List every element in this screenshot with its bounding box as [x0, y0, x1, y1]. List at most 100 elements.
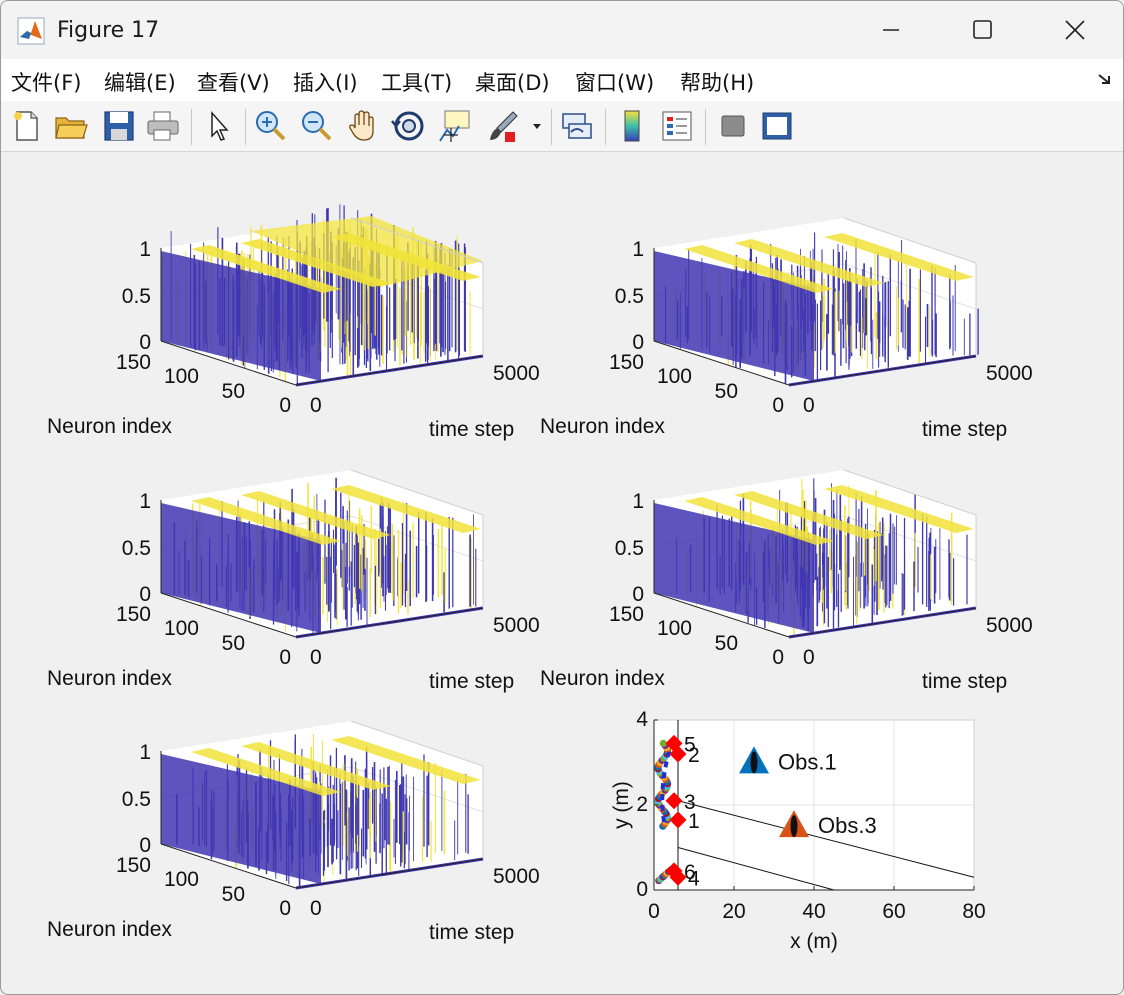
bar3-plot: [160, 720, 484, 890]
figure-canvas[interactable]: 1 2 3 4 5 6 Obs.1 Obs.3: [1, 152, 1123, 994]
x-axis-line: [295, 858, 484, 889]
minimize-icon: [883, 29, 899, 31]
z-tick-label: 1: [632, 238, 644, 261]
menu-tools[interactable]: 工具(T): [381, 71, 453, 95]
pan-hand-icon[interactable]: [345, 108, 381, 144]
x-tick-label: 60: [882, 900, 906, 923]
link-plot-icon[interactable]: [559, 108, 595, 144]
yellow-stripe: [684, 245, 834, 293]
x-tick-label: 20: [722, 900, 746, 923]
yellow-stripe: [241, 742, 391, 790]
zoom-in-icon[interactable]: [253, 108, 289, 144]
y-tick-label: 100: [656, 365, 692, 388]
open-file-icon[interactable]: [53, 108, 89, 144]
z-tick-label: 0: [632, 583, 644, 606]
minimize-button[interactable]: [845, 1, 937, 59]
menu-insert[interactable]: 插入(I): [293, 71, 358, 95]
trail-point: [659, 739, 667, 747]
close-button[interactable]: [1029, 1, 1121, 59]
print-icon[interactable]: [145, 108, 181, 144]
data-cursor-icon[interactable]: [437, 108, 473, 144]
y-tick-label: 50: [221, 380, 245, 403]
hide-plot-tools-icon[interactable]: [715, 108, 751, 144]
window-title: Figure 17: [57, 18, 160, 43]
menu-view[interactable]: 查看(V): [197, 71, 270, 95]
pointer-icon[interactable]: [201, 108, 237, 144]
yellow-stripe: [331, 736, 481, 784]
y-axis-line: [160, 340, 297, 386]
close-icon: [1065, 20, 1085, 40]
z-tick-label: 0.5: [121, 537, 151, 560]
y-tick-label: 0: [279, 394, 291, 417]
agent-label: 6: [684, 861, 696, 884]
x-axis-label: x (m): [790, 930, 838, 953]
brush-icon[interactable]: [485, 108, 521, 144]
y-tick-label: 2: [636, 793, 648, 816]
boundary-line: [677, 800, 975, 878]
x-tick-label: 5000: [986, 362, 1033, 385]
y-axis-label: Neuron index: [540, 667, 665, 690]
box-edge: [350, 720, 484, 859]
x-axis-line: [788, 355, 977, 386]
y-axis-line: [160, 592, 297, 638]
y-axis-line: [653, 592, 790, 638]
rotate-3d-icon[interactable]: [391, 108, 427, 144]
y-tick-label: 0: [279, 646, 291, 669]
new-figure-icon[interactable]: [9, 108, 45, 144]
y-axis-label: Neuron index: [47, 415, 172, 438]
yellow-stripe: [191, 497, 341, 545]
x-tick-label: 0: [803, 646, 815, 669]
menu-edit[interactable]: 编辑(E): [104, 71, 176, 95]
legend-icon[interactable]: [659, 108, 695, 144]
z-tick-label: 1: [139, 741, 151, 764]
agent-label: 2: [688, 744, 700, 767]
menu-desktop[interactable]: 桌面(D): [475, 71, 550, 95]
box-edge: [843, 217, 977, 356]
z-tick-label: 0: [139, 834, 151, 857]
brush-dropdown-icon[interactable]: [529, 108, 545, 144]
y-tick-label: 0: [279, 897, 291, 920]
toolbar-separator: [191, 109, 192, 145]
x-axis-label: time step: [922, 418, 1008, 441]
z-tick-label: 1: [139, 490, 151, 513]
y-axis-label: y (m): [609, 781, 633, 829]
x-tick-label: 0: [310, 394, 322, 417]
path-dashed: [660, 751, 672, 823]
y-tick-label: 150: [115, 603, 151, 626]
yellow-stripe: [191, 245, 341, 293]
z-tick-label: 0: [632, 331, 644, 354]
yellow-stripe: [331, 485, 481, 533]
bar-mass: [161, 477, 484, 639]
y-tick-label: 100: [656, 617, 692, 640]
save-icon[interactable]: [101, 108, 137, 144]
boundary-line: [677, 847, 835, 891]
x-axis-label: time step: [429, 418, 515, 441]
bar-front-block: [654, 503, 814, 633]
y-tick-label: 50: [221, 632, 245, 655]
menu-file[interactable]: 文件(F): [11, 71, 82, 95]
bar-front-block: [161, 251, 321, 381]
x-tick-label: 5000: [986, 614, 1033, 637]
grid-line: [843, 515, 977, 562]
bar3-plot: [160, 469, 484, 639]
menu-window[interactable]: 窗口(W): [575, 71, 655, 95]
colorbar-icon[interactable]: [615, 108, 651, 144]
obstacle-core: [750, 751, 758, 774]
y-axis-label: Neuron index: [47, 667, 172, 690]
x-tick-label: 0: [310, 897, 322, 920]
bar-mass: [654, 478, 977, 639]
show-plot-tools-icon[interactable]: [759, 108, 795, 144]
menu-help[interactable]: 帮助(H): [680, 71, 755, 95]
x-axis-label: time step: [429, 921, 515, 944]
y-tick-label: 50: [714, 380, 738, 403]
obstacle-label: Obs.1: [778, 749, 837, 774]
maximize-button[interactable]: [937, 1, 1029, 59]
agent-label: 4: [688, 867, 700, 890]
toolbar-separator: [605, 109, 606, 145]
yellow-stripe: [824, 485, 974, 533]
box-edge: [350, 469, 484, 608]
z-tick-label: 1: [139, 238, 151, 261]
bar-mass: [161, 204, 484, 387]
zoom-out-icon[interactable]: [299, 108, 335, 144]
dock-arrow-icon[interactable]: [1095, 69, 1115, 89]
